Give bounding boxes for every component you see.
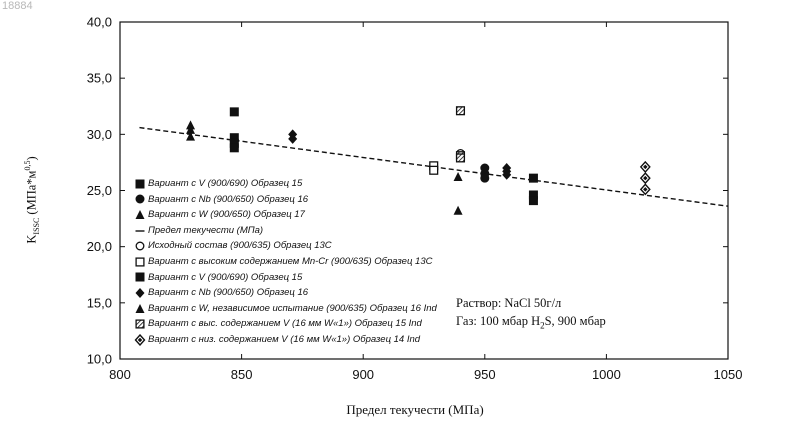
data-point-s6 (229, 107, 239, 117)
y-axis-label-sup: 0,5 (23, 160, 33, 171)
data-point-s6 (528, 173, 538, 183)
y-axis-label-sub: ISSC (31, 217, 41, 235)
annotation-solution: Раствор: NaCl 50г/л (456, 296, 562, 310)
y-axis-label-unit: (МПа*м (24, 170, 39, 215)
legend-label: Вариант с Nb (900/650) Образец 16 (148, 193, 309, 205)
legend-item: Предел текучести (МПа) (134, 223, 437, 239)
y-tick-label: 10,0 (87, 352, 112, 367)
y-tick-label: 20,0 (87, 239, 112, 254)
legend-label: Вариант с W, независимое испытание (900/… (148, 302, 437, 314)
data-point-s6 (229, 143, 239, 153)
x-tick-label: 800 (109, 367, 131, 382)
legend-marker-icon (134, 193, 146, 205)
data-point-s9 (455, 153, 466, 163)
data-point-s10 (639, 183, 651, 196)
y-tick-label: 35,0 (87, 71, 112, 86)
data-point-s6 (528, 190, 538, 200)
legend-label: Вариант с W (900/650) Образец 17 (148, 209, 305, 221)
y-axis-label-k: K (24, 234, 39, 244)
data-point-s8 (186, 131, 196, 141)
legend-symbol (134, 333, 146, 346)
legend-item: Вариант с низ. содержанием V (16 мм W«1»… (134, 332, 437, 348)
legend-symbol (135, 194, 145, 204)
data-point-s10 (639, 172, 651, 185)
y-tick-label: 15,0 (87, 295, 112, 310)
data-point-s8 (453, 205, 463, 215)
legend-label: Предел текучести (МПа) (148, 224, 264, 236)
legend-item: Вариант с W, независимое испытание (900/… (134, 301, 437, 317)
data-point-s5 (429, 165, 439, 175)
axes: 10,0 15,0 20,0 25,0 30,0 35,0 40,0 800 850 900 950… (87, 15, 743, 383)
legend: Вариант с V (900/690) Образец 15 Вариант … (134, 176, 437, 348)
data-point-s8 (453, 172, 463, 182)
legend-marker-icon (134, 333, 146, 346)
legend-marker-icon (134, 303, 146, 315)
legend-symbol (135, 241, 145, 251)
y-tick-label: 25,0 (87, 183, 112, 198)
legend-item: Вариант с высоким содержанием Mn-Cr (900… (134, 254, 437, 270)
legend-item: Вариант с V (900/690) Образец 15 (134, 176, 437, 192)
legend-marker-icon (134, 287, 146, 299)
data-point-s7 (502, 169, 512, 180)
x-tick-label: 950 (474, 367, 496, 382)
annotation-gas-text-end: S, 900 мбар (544, 314, 606, 328)
data-points (186, 106, 651, 215)
legend-marker-icon (134, 271, 146, 283)
legend-marker-icon (134, 225, 146, 237)
legend-marker-icon (134, 209, 146, 221)
legend-label: Вариант с низ. содержанием V (16 мм W«1»… (148, 333, 421, 345)
x-tick-label: 900 (352, 367, 374, 382)
data-point-s7 (288, 133, 298, 144)
legend-symbol (135, 209, 145, 219)
legend-symbol (135, 257, 145, 267)
data-point-s9 (455, 106, 466, 116)
x-tick-label: 850 (231, 367, 253, 382)
annotation-gas-text: Газ: 100 мбар H (456, 314, 541, 328)
legend-symbol (135, 319, 145, 329)
legend-marker-icon (134, 318, 146, 330)
watermark: 18884 (2, 0, 33, 12)
legend-item: Вариант с Nb (900/650) Образец 16 (134, 192, 437, 208)
legend-marker-icon (134, 240, 146, 252)
legend-symbol (135, 303, 145, 313)
x-axis-label: Предел текучести (МПа) (346, 402, 484, 417)
y-axis-label-close: ) (24, 156, 39, 161)
legend-label: Вариант с Nb (900/650) Образец 16 (148, 287, 309, 299)
annotation-gas: Газ: 100 мбар H2S, 900 мбар (456, 314, 606, 331)
data-point-s1 (480, 173, 490, 183)
y-tick-label: 40,0 (87, 15, 112, 30)
legend-marker-icon (134, 178, 146, 190)
legend-marker-icon (134, 256, 146, 268)
data-point-s8 (186, 124, 196, 134)
x-tick-label: 1050 (714, 367, 743, 382)
legend-symbol (135, 272, 145, 282)
data-point-s6 (229, 133, 239, 143)
annotation-gas-sub: 2 (540, 320, 545, 331)
legend-item: Вариант с V (900/690) Образец 15 (134, 270, 437, 286)
legend-label: Исходный состав (900/635) Образец 13С (148, 240, 332, 252)
legend-item: Вариант с Nb (900/650) Образец 16 (134, 285, 437, 301)
data-point-s10 (639, 160, 651, 173)
x-tick-label: 1000 (592, 367, 621, 382)
legend-item: Исходный состав (900/635) Образец 13С (134, 238, 437, 254)
legend-symbol (135, 287, 145, 298)
legend-label: Вариант с V (900/690) Образец 15 (148, 178, 303, 189)
legend-item: Вариант с выс. содержанием V (16 мм W«1»… (134, 316, 437, 332)
legend-symbol (135, 179, 145, 189)
y-tick-label: 30,0 (87, 127, 112, 142)
legend-label: Вариант с высоким содержанием Mn-Cr (900… (148, 255, 433, 267)
legend-label: Вариант с V (900/690) Образец 15 (148, 271, 303, 283)
legend-item: Вариант с W (900/650) Образец 17 (134, 207, 437, 223)
y-axis-label: KISSC (МПа*м0,5) (23, 156, 41, 243)
data-point-s6 (528, 196, 538, 206)
legend-label: Вариант с выс. содержанием V (16 мм W«1»… (148, 318, 422, 330)
